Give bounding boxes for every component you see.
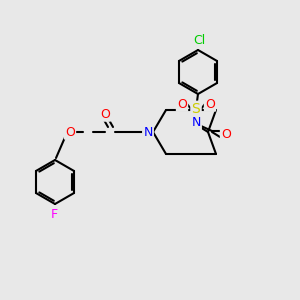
- Text: N: N: [143, 125, 153, 139]
- Text: O: O: [205, 98, 215, 110]
- Text: O: O: [65, 125, 75, 139]
- Text: N: N: [191, 116, 201, 130]
- Text: O: O: [221, 128, 231, 140]
- Text: F: F: [50, 208, 58, 220]
- Text: O: O: [177, 98, 187, 110]
- Text: S: S: [192, 102, 200, 116]
- Text: O: O: [100, 107, 110, 121]
- Text: Cl: Cl: [193, 34, 205, 46]
